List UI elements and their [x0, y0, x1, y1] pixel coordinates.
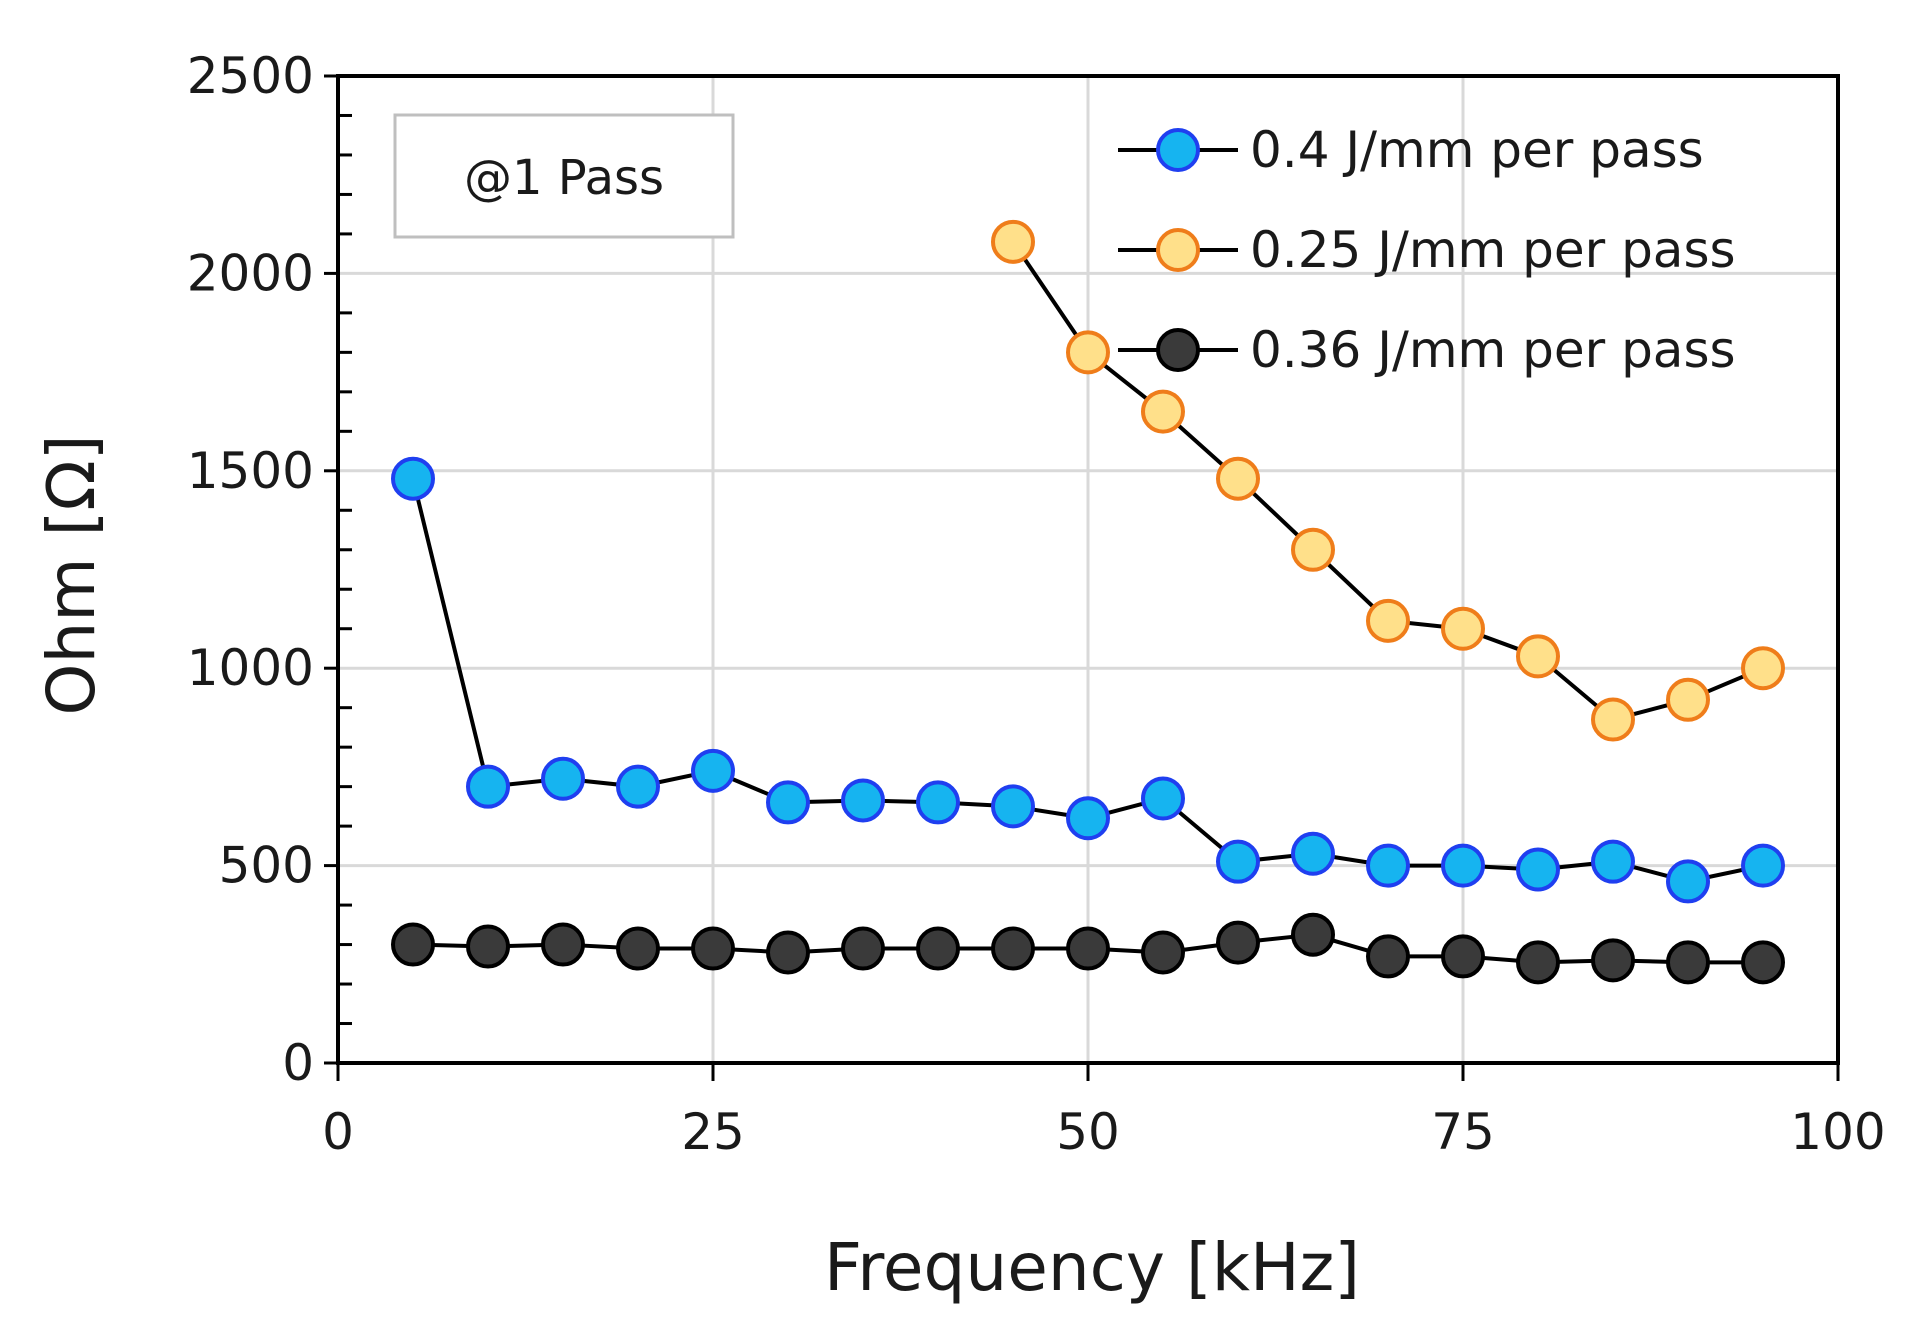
data-point: [466, 764, 510, 809]
data-point: [1591, 839, 1635, 884]
data-point: [1741, 940, 1785, 985]
data-point: [1666, 677, 1710, 722]
legend-item: 0.4 J/mm per pass: [1118, 121, 1704, 179]
legend: 0.4 J/mm per pass 0.25 J/mm per pass 0.36 …: [1118, 121, 1736, 379]
data-point: [1066, 926, 1110, 971]
data-point: [1216, 920, 1260, 965]
grid: [338, 76, 1838, 1063]
annotation-frame: [393, 113, 735, 239]
x-tick-label: 50: [1056, 1103, 1120, 1161]
series-3: [391, 912, 1785, 985]
data-point: [541, 922, 585, 967]
data-point: [1291, 831, 1335, 876]
data-point: [1366, 598, 1410, 643]
x-tick-label: 100: [1790, 1103, 1885, 1161]
x-tick-label: 75: [1431, 1103, 1495, 1161]
data-point: [1666, 940, 1710, 985]
data-point: [1141, 776, 1185, 821]
data-point: [1516, 940, 1560, 985]
data-point: [1441, 934, 1485, 979]
data-point: [1141, 389, 1185, 434]
data-point: [916, 780, 960, 825]
axis-ticks: 0 500 1000 1500 2000 2500 0 25 50 75 100: [187, 47, 1886, 1161]
data-point: [1441, 843, 1485, 888]
x-tick-label: 25: [681, 1103, 745, 1161]
legend-marker: [1156, 328, 1200, 372]
data-point: [691, 926, 735, 971]
data-point: [916, 926, 960, 971]
data-point: [541, 756, 585, 801]
legend-item: 0.36 J/mm per pass: [1118, 321, 1736, 379]
data-point: [991, 219, 1035, 264]
data-point: [841, 778, 885, 823]
data-point: [1741, 843, 1785, 888]
y-axis-title: Ohm [Ω]: [33, 435, 110, 716]
data-point: [1741, 646, 1785, 691]
annotation-text: @1 Pass: [464, 150, 664, 206]
data-point: [1441, 606, 1485, 651]
series-group: [391, 219, 1785, 985]
data-point: [766, 780, 810, 825]
data-point: [1366, 934, 1410, 979]
y-tick-label: 2000: [187, 244, 314, 302]
y-tick-label: 2500: [187, 47, 314, 105]
data-point: [1591, 938, 1635, 983]
data-point: [1291, 527, 1335, 572]
minor-ticks: [338, 113, 352, 1026]
data-point: [1366, 843, 1410, 888]
data-point: [616, 926, 660, 971]
data-point: [616, 764, 660, 809]
data-point: [1216, 456, 1260, 501]
data-point: [766, 930, 810, 975]
data-point: [391, 456, 435, 501]
data-point: [1516, 634, 1560, 679]
y-tick-label: 0: [282, 1034, 314, 1092]
data-point: [991, 926, 1035, 971]
data-point: [1066, 330, 1110, 375]
series-2: [991, 219, 1785, 742]
legend-label: 0.36 J/mm per pass: [1250, 321, 1736, 379]
data-point: [841, 926, 885, 971]
x-tick-label: 0: [322, 1103, 354, 1161]
data-point: [1666, 859, 1710, 904]
legend-item: 0.25 J/mm per pass: [1118, 221, 1736, 279]
data-point: [466, 924, 510, 969]
legend-label: 0.4 J/mm per pass: [1250, 121, 1704, 179]
legend-marker: [1156, 128, 1200, 172]
y-tick-label: 500: [219, 837, 314, 895]
data-point: [391, 922, 435, 967]
y-tick-label: 1500: [187, 442, 314, 500]
data-point: [1516, 847, 1560, 892]
x-axis-title: Frequency [kHz]: [824, 1229, 1360, 1306]
annotation-box: @1 Pass: [393, 113, 735, 239]
data-point: [1141, 930, 1185, 975]
data-point: [1591, 697, 1635, 742]
data-point: [1291, 912, 1335, 957]
data-point: [1066, 796, 1110, 841]
y-tick-label: 1000: [187, 639, 314, 697]
series-1: [391, 456, 1785, 904]
legend-label: 0.25 J/mm per pass: [1250, 221, 1736, 279]
legend-marker: [1156, 228, 1200, 272]
data-point: [1216, 839, 1260, 884]
data-point: [991, 784, 1035, 829]
data-point: [691, 748, 735, 793]
